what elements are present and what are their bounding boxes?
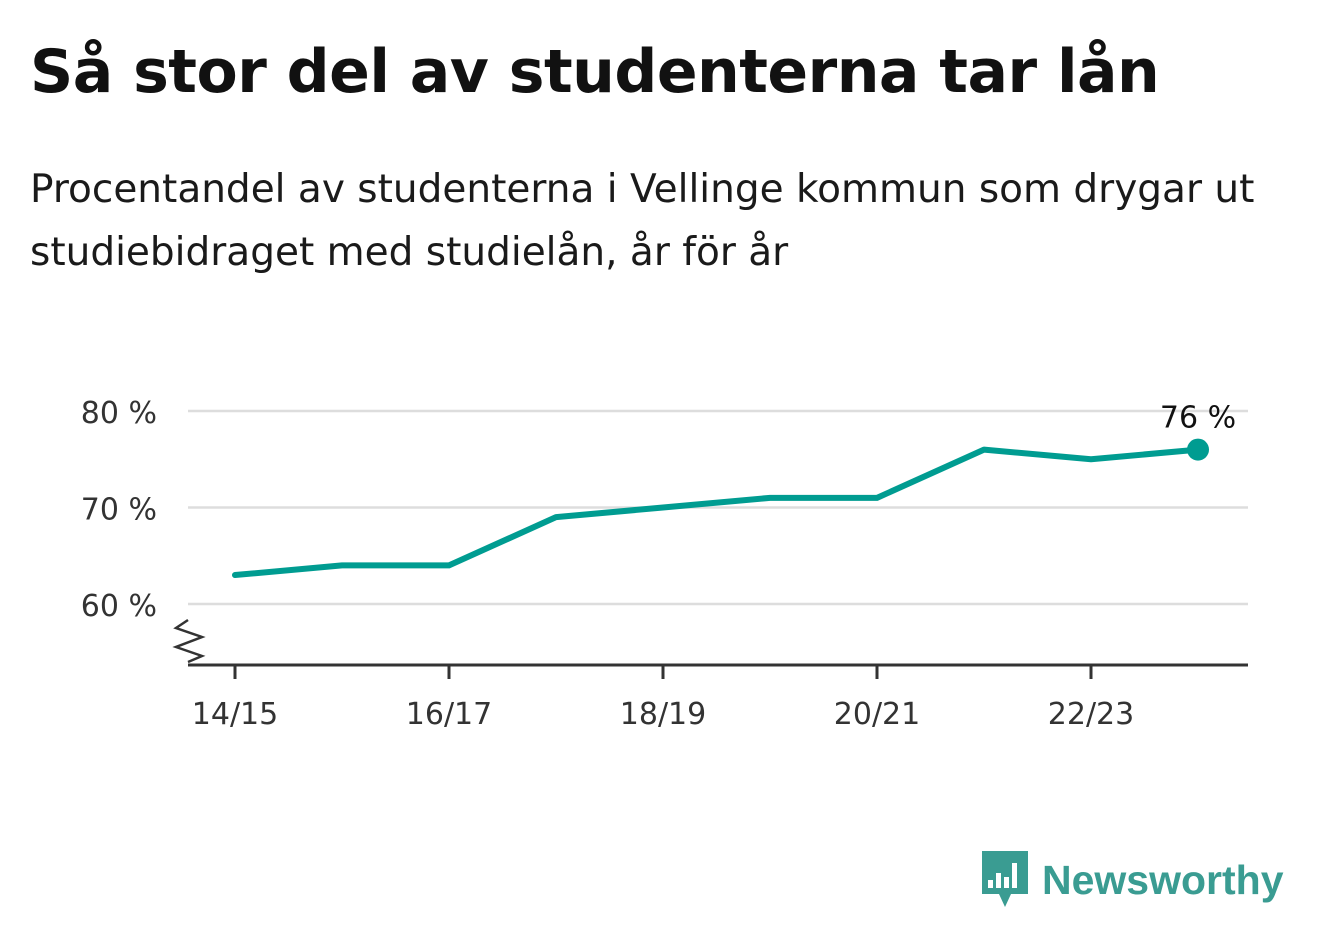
y-tick-label: 70 % — [81, 493, 157, 528]
x-axis: 14/15 16/17 18/19 20/21 22/23 — [172, 618, 1248, 732]
y-tick-label: 80 % — [81, 396, 157, 431]
newsworthy-logo-icon — [982, 851, 1028, 907]
y-axis-break-icon — [172, 618, 206, 664]
x-tick-label: 20/21 — [834, 697, 920, 732]
x-tick-label: 18/19 — [620, 697, 706, 732]
chart-title: Så stor del av studenterna tar lån — [30, 37, 1160, 107]
gridlines — [188, 409, 1248, 606]
x-tick-label: 14/15 — [192, 697, 278, 732]
chart-subtitle: Procentandel av studenterna i Vellinge k… — [30, 167, 1255, 275]
brand-name: Newsworthy — [1042, 857, 1284, 903]
y-axis-ticks: 60 % 70 % 80 % — [81, 396, 157, 624]
brand-logo: Newsworthy — [980, 848, 1284, 912]
end-value-label: 76 % — [1160, 401, 1236, 436]
x-tick-label: 16/17 — [406, 697, 492, 732]
end-point-marker — [1187, 438, 1209, 461]
x-tick-label: 22/23 — [1048, 697, 1134, 732]
y-tick-label: 60 % — [81, 589, 157, 624]
series-line-group: 76 % — [232, 401, 1236, 579]
series-line — [232, 446, 1201, 579]
